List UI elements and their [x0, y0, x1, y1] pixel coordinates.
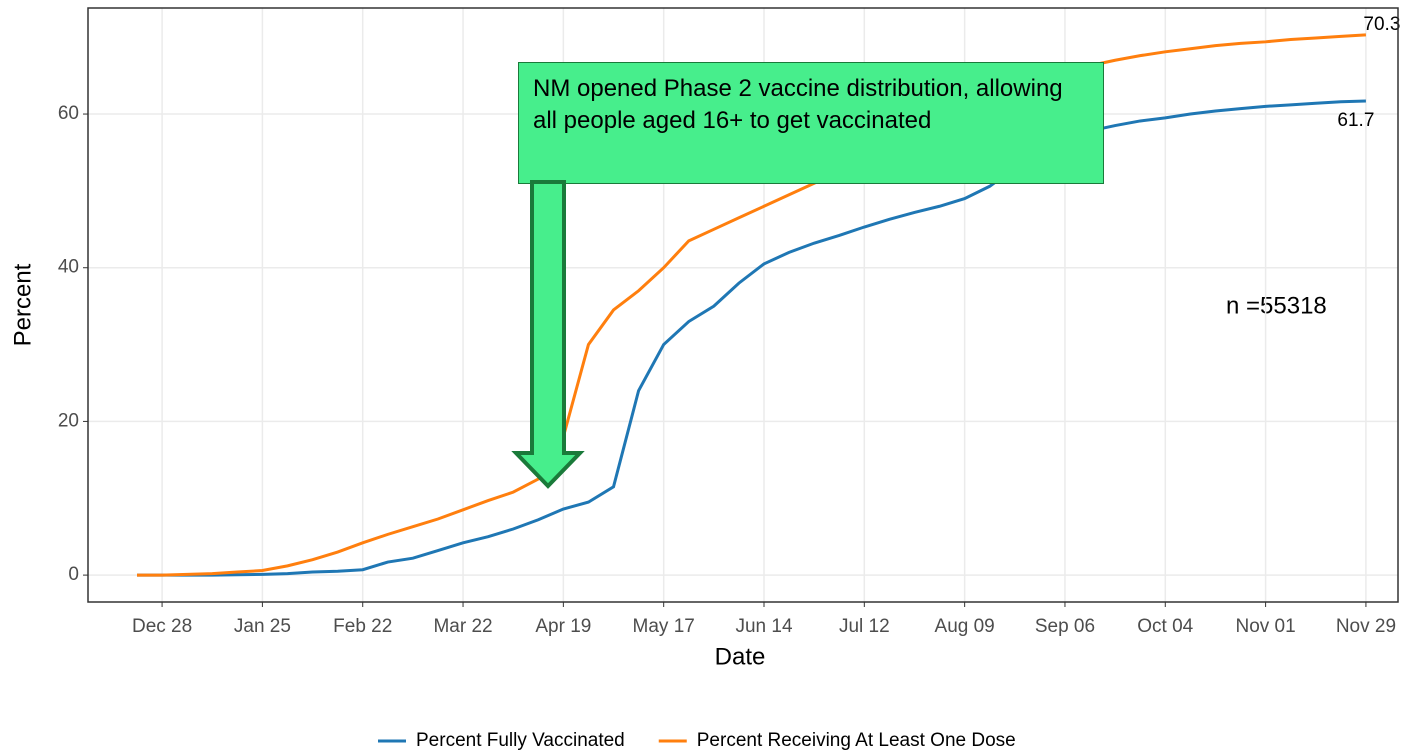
x-tick-label: Jul 12: [839, 616, 890, 637]
legend: Percent Fully Vaccinated Percent Receivin…: [378, 730, 1016, 751]
series-line: [137, 33, 1367, 577]
x-tick-label: Feb 22: [333, 616, 392, 637]
arrow-shape: [511, 180, 585, 489]
y-tick-label: 0: [68, 564, 79, 585]
annotation-callout: NM opened Phase 2 vaccine distribution, …: [518, 62, 1104, 184]
x-tick-label: Nov 01: [1235, 616, 1295, 637]
legend-label: Percent Receiving At Least One Dose: [697, 730, 1016, 751]
y-axis-title: Percent: [9, 263, 36, 346]
end-label: 61.7: [1337, 110, 1374, 131]
annotation-n: n =55318: [1226, 292, 1327, 319]
end-label: 70.3: [1363, 14, 1400, 35]
x-tick-label: Mar 22: [433, 616, 492, 637]
series-line: [137, 99, 1366, 577]
x-tick-label: Jun 14: [735, 616, 792, 637]
x-tick-label: Apr 19: [535, 616, 591, 637]
x-tick-label: May 17: [633, 616, 695, 637]
x-tick-label: Nov 29: [1336, 616, 1396, 637]
x-tick-label: Aug 09: [935, 616, 995, 637]
x-axis-title: Date: [715, 643, 766, 670]
x-tick-label: Dec 28: [132, 616, 192, 637]
arrow: [511, 180, 585, 489]
y-tick-label: 60: [58, 103, 79, 124]
legend-label: Percent Fully Vaccinated: [416, 730, 625, 751]
plot-border: [87, 7, 1399, 603]
x-tick-label: Oct 04: [1137, 616, 1193, 637]
y-tick-label: 20: [58, 410, 79, 431]
x-tick-label: Sep 06: [1035, 616, 1095, 637]
y-tick-label: 40: [58, 257, 79, 278]
x-tick-label: Jan 25: [234, 616, 291, 637]
